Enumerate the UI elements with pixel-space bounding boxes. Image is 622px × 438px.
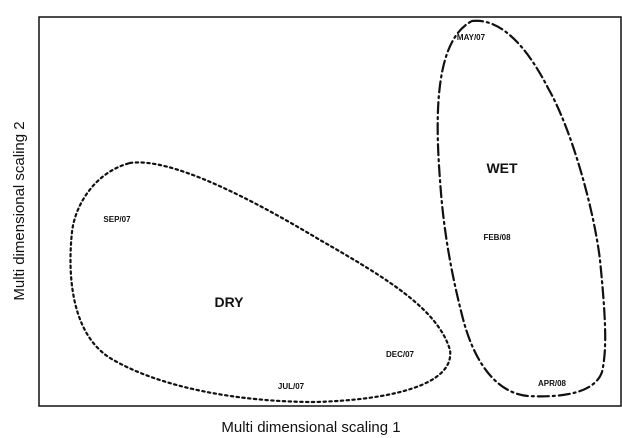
x-axis-label: Multi dimensional scaling 1 xyxy=(221,419,400,436)
point-label-apr08: APR/08 xyxy=(538,379,567,388)
wet-group-outline xyxy=(436,19,607,398)
point-label-sep07: SEP/07 xyxy=(103,215,131,224)
point-label-dec07: DEC/07 xyxy=(386,350,415,359)
point-label-may07: MAY/07 xyxy=(457,33,486,42)
plot-frame xyxy=(38,16,622,407)
y-axis-label: Multi dimensional scaling 2 xyxy=(11,121,28,300)
group-label-dry: DRY xyxy=(214,294,244,310)
dry-group-outline xyxy=(69,161,452,404)
group-label-wet: WET xyxy=(486,160,518,176)
point-label-jul07: JUL/07 xyxy=(278,382,305,391)
point-label-feb08: FEB/08 xyxy=(483,233,511,242)
